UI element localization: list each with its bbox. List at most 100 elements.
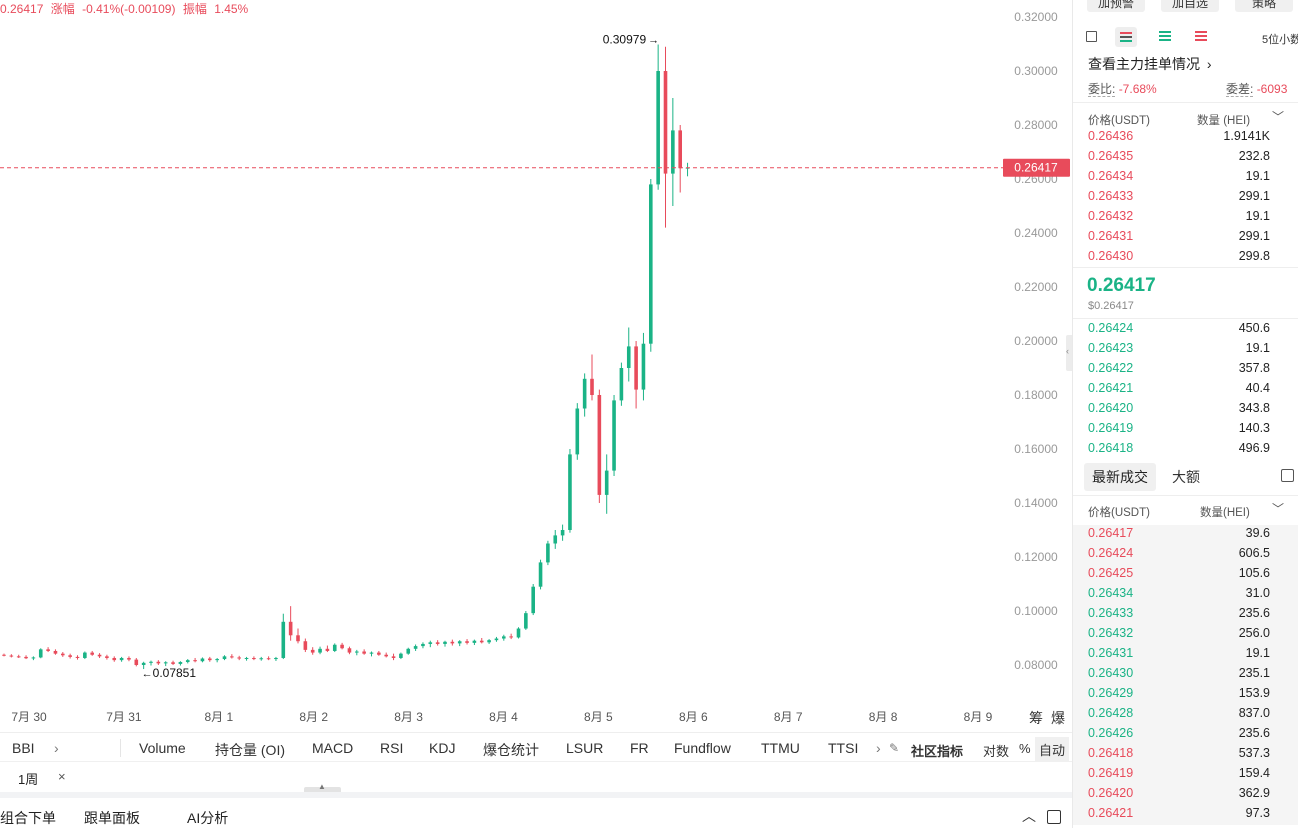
summary-price: 0.26417 bbox=[0, 2, 44, 16]
trade-row[interactable]: 0.26433 235.6 bbox=[1087, 604, 1298, 624]
order-row[interactable]: 0.26418 496.9 bbox=[1087, 439, 1298, 459]
row-quantity: 105.6 bbox=[1238, 566, 1270, 580]
order-row[interactable]: 0.26420 343.8 bbox=[1087, 399, 1298, 419]
order-row[interactable]: 0.26424 450.6 bbox=[1087, 319, 1298, 339]
trade-row[interactable]: 0.26418 537.3 bbox=[1087, 744, 1298, 764]
large-trades-checkbox[interactable] bbox=[1281, 469, 1294, 482]
indicator-fr[interactable]: FR bbox=[630, 740, 649, 756]
order-row[interactable]: 0.26422 357.8 bbox=[1087, 359, 1298, 379]
book-bids-icon[interactable] bbox=[1157, 27, 1173, 45]
trade-row[interactable]: 0.26431 19.1 bbox=[1087, 644, 1298, 664]
kline-chart[interactable]: 0.26417 涨幅 -0.41%(-0.00109) 振幅 1.45% 0.3… bbox=[0, 0, 1072, 732]
order-row[interactable]: 0.26432 19.1 bbox=[1087, 207, 1298, 227]
chevron-right-icon[interactable]: › bbox=[54, 740, 59, 756]
resize-handle[interactable]: ▲ bbox=[304, 782, 341, 794]
close-icon[interactable]: × bbox=[58, 769, 66, 784]
external-link-icon[interactable] bbox=[1086, 31, 1097, 42]
tab-latest-trades[interactable]: 最新成交 bbox=[1084, 463, 1156, 491]
indicator-bbi[interactable]: BBI bbox=[12, 740, 35, 756]
tab-combo-order[interactable]: 组合下单 bbox=[0, 810, 56, 826]
expand-icon[interactable] bbox=[1047, 810, 1061, 824]
order-row[interactable]: 0.26433 299.1 bbox=[1087, 187, 1298, 207]
order-row[interactable]: 0.26419 140.3 bbox=[1087, 419, 1298, 439]
tab-ai-analysis[interactable]: AI分析 bbox=[187, 810, 229, 826]
indicator-ttmu[interactable]: TTMU bbox=[761, 740, 800, 756]
row-quantity: 232.8 bbox=[1238, 149, 1270, 163]
period-tag: 1周 bbox=[18, 772, 39, 787]
indicator-volume[interactable]: Volume bbox=[139, 740, 186, 756]
y-tick-label: 0.14000 bbox=[1014, 496, 1058, 510]
trade-row[interactable]: 0.26429 153.9 bbox=[1087, 684, 1298, 704]
trade-row[interactable]: 0.26424 606.5 bbox=[1087, 544, 1298, 564]
trade-row[interactable]: 0.26425 105.6 bbox=[1087, 564, 1298, 584]
divider bbox=[1073, 102, 1298, 103]
candle-body bbox=[119, 657, 124, 661]
indicator-liquidation[interactable]: 爆仓统计 bbox=[483, 742, 539, 758]
row-price: 0.26422 bbox=[1088, 361, 1134, 375]
chip-icon[interactable]: 筹 bbox=[1029, 710, 1043, 726]
order-row[interactable]: 0.26430 299.8 bbox=[1087, 247, 1298, 267]
last-price-usd: $0.26417 bbox=[1088, 300, 1134, 312]
chart-canvas[interactable]: 0.320000.300000.280000.260000.240000.220… bbox=[0, 0, 1072, 732]
candle-body bbox=[53, 650, 58, 654]
candle-body bbox=[575, 408, 580, 455]
trade-row[interactable]: 0.26430 235.1 bbox=[1087, 664, 1298, 684]
chevron-right-icon: › bbox=[1206, 56, 1212, 72]
trade-row[interactable]: 0.26419 159.4 bbox=[1087, 764, 1298, 784]
trade-row[interactable]: 0.26428 837.0 bbox=[1087, 704, 1298, 724]
indicator-ttsi[interactable]: TTSI bbox=[828, 740, 859, 756]
indicator-kdj[interactable]: KDJ bbox=[429, 740, 456, 756]
trade-qty-header[interactable]: 数量(HEI) bbox=[1200, 507, 1250, 519]
row-quantity: 235.1 bbox=[1238, 666, 1270, 680]
order-row[interactable]: 0.26435 232.8 bbox=[1087, 147, 1298, 167]
decimal-selector[interactable]: 5位小数 bbox=[1262, 34, 1298, 46]
indicator-oi[interactable]: 持仓量 (OI) bbox=[215, 742, 285, 758]
percent-scale-toggle[interactable]: % bbox=[1019, 741, 1031, 756]
trade-row[interactable]: 0.26434 31.0 bbox=[1087, 584, 1298, 604]
indicator-macd[interactable]: MACD bbox=[312, 740, 354, 756]
tab-large-trades[interactable]: 大额 bbox=[1172, 469, 1200, 485]
add-alert-button[interactable]: 加预警 bbox=[1087, 0, 1145, 12]
y-tick-label: 0.08000 bbox=[1014, 658, 1058, 672]
chevron-down-icon[interactable]: ﹀ bbox=[1272, 502, 1285, 516]
row-price: 0.26424 bbox=[1088, 546, 1134, 560]
book-asks-icon[interactable] bbox=[1193, 27, 1209, 45]
trade-row[interactable]: 0.26420 362.9 bbox=[1087, 784, 1298, 804]
main-orders-link[interactable]: 查看主力挂单情况 › bbox=[1088, 54, 1212, 74]
chevron-right-icon[interactable]: › bbox=[876, 740, 881, 756]
row-price: 0.26428 bbox=[1088, 706, 1134, 720]
chevron-down-icon[interactable]: ﹀ bbox=[1272, 110, 1285, 124]
chevron-up-icon[interactable]: ︿ bbox=[1022, 808, 1036, 824]
row-price: 0.26436 bbox=[1088, 129, 1134, 143]
candle-body bbox=[75, 656, 80, 658]
x-tick-label: 7月 31 bbox=[106, 710, 142, 724]
tab-copy-panel[interactable]: 跟单面板 bbox=[84, 810, 140, 826]
candle-body bbox=[472, 640, 477, 643]
edit-icon[interactable]: ✎ bbox=[889, 741, 900, 755]
trade-row[interactable]: 0.26426 235.6 bbox=[1087, 724, 1298, 744]
order-row[interactable]: 0.26431 299.1 bbox=[1087, 227, 1298, 247]
auto-scale-toggle[interactable]: 自动 bbox=[1035, 737, 1070, 761]
book-both-icon[interactable] bbox=[1115, 27, 1137, 47]
divider bbox=[120, 739, 121, 757]
community-indicators[interactable]: 社区指标 bbox=[911, 744, 964, 759]
qty-header[interactable]: 数量 (HEI) bbox=[1197, 115, 1251, 127]
collapse-panel-handle[interactable]: ‹ bbox=[1066, 335, 1074, 371]
log-scale-toggle[interactable]: 对数 bbox=[983, 744, 1010, 759]
trade-row[interactable]: 0.26432 256.0 bbox=[1087, 624, 1298, 644]
trade-row[interactable]: 0.26417 39.6 bbox=[1087, 524, 1298, 544]
candle-body bbox=[590, 378, 594, 395]
indicator-rsi[interactable]: RSI bbox=[380, 740, 404, 756]
indicator-lsur[interactable]: LSUR bbox=[566, 740, 604, 756]
order-row[interactable]: 0.26434 19.1 bbox=[1087, 167, 1298, 187]
bid-ask-diff-value: -6093 bbox=[1256, 82, 1288, 96]
strategy-button[interactable]: 策略 bbox=[1235, 0, 1293, 12]
trade-row[interactable]: 0.26421 97.3 bbox=[1087, 804, 1298, 824]
add-watchlist-button[interactable]: 加自选 bbox=[1161, 0, 1219, 12]
candle-body bbox=[134, 659, 139, 665]
order-row[interactable]: 0.26436 1.9141K bbox=[1087, 127, 1298, 147]
indicator-fundflow[interactable]: Fundflow bbox=[674, 740, 731, 756]
liquidation-icon[interactable]: 爆 bbox=[1051, 710, 1065, 726]
order-row[interactable]: 0.26421 40.4 bbox=[1087, 379, 1298, 399]
order-row[interactable]: 0.26423 19.1 bbox=[1087, 339, 1298, 359]
